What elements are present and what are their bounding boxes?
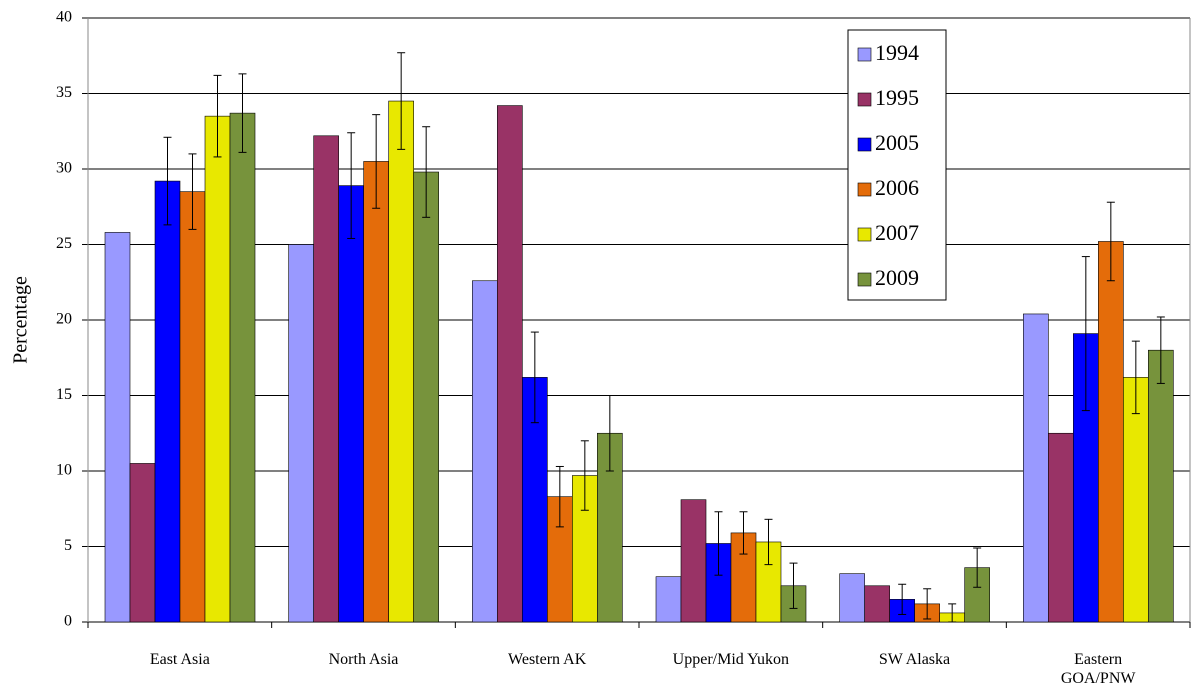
y-tick-label: 20 [56, 311, 72, 328]
error-bar [764, 518, 773, 566]
error-bar [789, 562, 798, 609]
error-bar [605, 395, 614, 472]
bar [864, 585, 890, 623]
legend-label: 2005 [875, 130, 919, 155]
legend-swatch [857, 227, 872, 242]
y-tick-label: 0 [64, 613, 72, 630]
legend-swatch [857, 92, 872, 107]
error-bar [422, 126, 431, 218]
bar [1048, 432, 1074, 623]
bar [655, 576, 682, 623]
legend-swatch [857, 137, 872, 152]
y-tick-label: 10 [56, 462, 72, 479]
legend-swatch [857, 182, 872, 197]
bar [388, 100, 414, 623]
bar [1023, 313, 1049, 623]
bar [413, 171, 439, 623]
error-bar [555, 465, 564, 528]
y-tick-label: 15 [56, 386, 72, 403]
legend-label: 2009 [875, 265, 919, 290]
bar [129, 463, 156, 623]
error-bar [923, 588, 932, 620]
y-tick-label: 30 [56, 160, 72, 177]
bar [680, 499, 707, 623]
x-tick-label: Upper/Mid Yukon [672, 651, 789, 668]
bar [839, 573, 865, 623]
bar [363, 161, 389, 623]
error-bar [213, 74, 222, 158]
bar [1148, 349, 1174, 623]
legend-swatch [857, 47, 872, 62]
error-bar [580, 440, 589, 511]
error-bar [372, 114, 381, 209]
x-tick-label: East Asia [149, 651, 210, 668]
error-bar [397, 52, 406, 150]
legend-swatch [857, 272, 872, 287]
error-bar [739, 511, 748, 555]
x-tick-label: Eastern GOA/PNW [1060, 651, 1136, 687]
error-bar [1106, 201, 1115, 282]
legend-label: 2006 [875, 175, 919, 200]
x-tick-label: North Asia [328, 651, 399, 668]
error-bar [163, 136, 172, 226]
error-bar [1081, 256, 1090, 412]
legend-box [847, 29, 947, 301]
bar [179, 191, 206, 623]
y-tick-label: 5 [64, 537, 72, 554]
legend-label: 2007 [875, 220, 919, 245]
y-tick-label: 35 [56, 84, 72, 101]
x-tick-label: Western AK [508, 651, 587, 668]
legend-label: 1995 [875, 85, 919, 110]
bar [1098, 241, 1124, 623]
y-tick-label: 25 [56, 235, 72, 252]
y-tick-label: 40 [56, 9, 72, 26]
bar [104, 232, 131, 623]
error-bar [1131, 340, 1140, 415]
legend-label: 1994 [875, 40, 919, 65]
error-bar [238, 73, 247, 153]
error-bar [188, 153, 197, 230]
bar [204, 115, 231, 623]
error-bar [1156, 316, 1165, 384]
bar [229, 112, 256, 623]
error-bar [714, 511, 723, 576]
x-tick-label: SW Alaska [878, 651, 951, 668]
error-bar [898, 583, 907, 615]
error-bar [347, 132, 356, 239]
bar [154, 180, 181, 623]
error-bar [530, 331, 539, 424]
error-bar [973, 547, 982, 588]
bar [338, 185, 364, 623]
error-bar [948, 603, 957, 623]
y-axis-label: Percentage [10, 276, 32, 364]
bar [497, 105, 523, 623]
bar [288, 244, 314, 623]
bar [313, 135, 339, 623]
bar [472, 280, 498, 623]
